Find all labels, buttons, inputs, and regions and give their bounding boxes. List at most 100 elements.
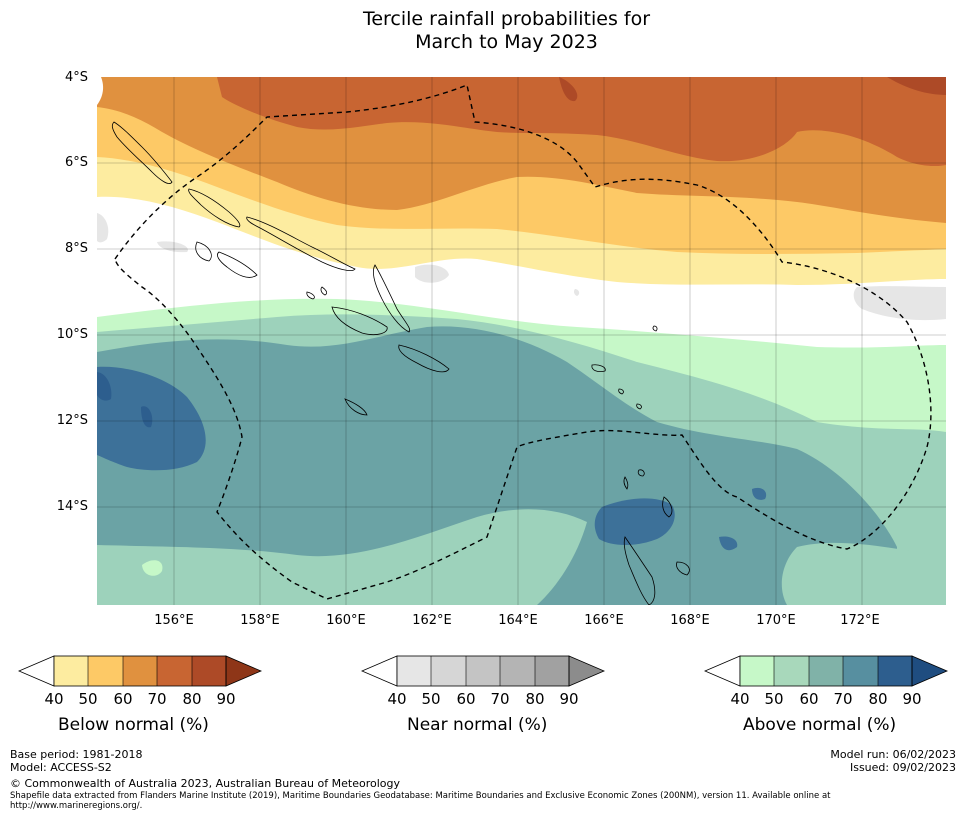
island-torres <box>623 476 629 490</box>
lon-label-166e: 166°E <box>584 613 624 628</box>
colorbar-below-60 <box>123 656 157 686</box>
legend-near-normal: 40 50 60 70 80 90 Near normal (%) <box>361 655 611 745</box>
island-choiseul <box>188 188 241 228</box>
island-vanuatu-north-1 <box>623 536 656 605</box>
colorbar-near <box>361 655 606 687</box>
colorbar-near-60 <box>466 656 500 686</box>
above-80-spot-west <box>97 372 112 401</box>
below-40-white-gap <box>97 77 104 105</box>
legend-below-tick-70: 70 <box>147 690 167 708</box>
above-50-south-east <box>781 542 946 605</box>
map-svg <box>97 77 946 605</box>
lon-label-172e: 172°E <box>840 613 880 628</box>
island-vanuatu-north-2 <box>662 496 673 518</box>
above-60-region <box>97 326 897 605</box>
lat-label-12s: 12°S <box>56 413 88 428</box>
island-santa-isabel <box>246 216 356 271</box>
colorbar-below <box>18 655 263 687</box>
footer-copyright: © Commonwealth of Australia 2023, Austra… <box>10 777 400 790</box>
below-80-region-2 <box>887 77 946 95</box>
colorbar-below-under <box>18 655 55 687</box>
legend-above-tick-60: 60 <box>799 690 819 708</box>
legend-near-tick-80: 80 <box>525 690 545 708</box>
legend-below-tick-80: 80 <box>182 690 202 708</box>
island-rennell <box>344 398 368 416</box>
coastlines <box>111 121 690 605</box>
colorbar-above-80 <box>878 656 912 686</box>
below-80-region <box>559 77 578 102</box>
island-vanuatu-east <box>676 561 690 576</box>
near-40-region-west-2 <box>157 241 188 253</box>
footer-base-period: Base period: 1981-2018 <box>10 748 143 761</box>
colorbar-above-50 <box>774 656 809 686</box>
near-40-region-center <box>415 264 449 283</box>
footer-issued: Issued: 09/02/2023 <box>849 761 956 774</box>
legend-near-tick-90: 90 <box>559 690 579 708</box>
lat-label-10s: 10°S <box>56 327 88 342</box>
legend-above-title: Above normal (%) <box>743 715 897 735</box>
below-70-region <box>217 77 946 167</box>
colorbar-below-40 <box>54 656 88 686</box>
lon-label-156e: 156°E <box>154 613 194 628</box>
island-bougainville <box>111 121 173 184</box>
graticule <box>97 77 946 605</box>
legend-below-title: Below normal (%) <box>58 715 209 735</box>
colorbar-near-40 <box>397 656 431 686</box>
probability-map <box>97 77 946 605</box>
lon-label-164e: 164°E <box>498 613 538 628</box>
legend-above-tick-90: 90 <box>902 690 922 708</box>
legend-below-normal: 40 50 60 70 80 90 Below normal (%) <box>18 655 268 745</box>
colorbar-below-80 <box>192 656 226 686</box>
eez-boundary <box>114 84 932 600</box>
lat-label-6s: 6°S <box>64 155 88 170</box>
legend-near-tick-60: 60 <box>456 690 476 708</box>
title-line-2: March to May 2023 <box>415 31 598 53</box>
legend-above-tick-40: 40 <box>730 690 750 708</box>
lat-label-14s: 14°S <box>56 499 88 514</box>
legend-near-title: Near normal (%) <box>407 715 548 735</box>
colorbar-above-70 <box>843 656 878 686</box>
legend-near-tick-40: 40 <box>387 690 407 708</box>
lon-label-160e: 160°E <box>326 613 366 628</box>
island-santa-cruz <box>591 364 606 373</box>
colorbar-below-50 <box>88 656 123 686</box>
lon-label-162e: 162°E <box>412 613 452 628</box>
colorbar-near-80 <box>535 656 569 686</box>
colorbar-near-over <box>568 655 606 687</box>
island-banks <box>637 469 645 477</box>
legend-above-normal: 40 50 60 70 80 90 Above normal (%) <box>704 655 954 745</box>
above-60-lower-mask <box>97 509 587 605</box>
colorbar-above-over <box>911 655 949 687</box>
legend-above-tick-70: 70 <box>833 690 853 708</box>
legend-below-tick-60: 60 <box>113 690 133 708</box>
above-70-region-east <box>594 498 675 545</box>
colorbar-above-60 <box>809 656 843 686</box>
title-line-1: Tercile rainfall probabilities for <box>362 8 651 30</box>
island-small-5 <box>652 325 658 332</box>
lon-label-170e: 170°E <box>756 613 796 628</box>
near-40-region-west <box>97 213 109 243</box>
legend-above-tick-50: 50 <box>764 690 784 708</box>
legend-above-tick-80: 80 <box>868 690 888 708</box>
island-small-3 <box>618 388 624 395</box>
island-makira <box>398 344 450 373</box>
chart-title: Tercile rainfall probabilities for March… <box>0 8 965 54</box>
colorbar-near-under <box>361 655 398 687</box>
lat-label-4s: 4°S <box>64 70 88 85</box>
island-small-4 <box>636 403 642 410</box>
island-small-1 <box>306 291 315 300</box>
colorbar-above <box>704 655 949 687</box>
island-new-georgia <box>195 241 212 262</box>
above-40-south-spot <box>142 560 163 576</box>
colorbar-near-50 <box>431 656 466 686</box>
island-malaita <box>373 264 411 333</box>
colorbar-above-under <box>704 655 741 687</box>
colorbar-below-over <box>225 655 263 687</box>
footer-model-run: Model run: 06/02/2023 <box>830 748 956 761</box>
lon-label-168e: 168°E <box>670 613 710 628</box>
above-70-spot-east-2 <box>752 487 767 500</box>
near-40-region-east <box>853 286 946 321</box>
colorbar-below-70 <box>157 656 192 686</box>
near-40-spot <box>573 289 580 296</box>
footer-shapefile-note: Shapefile data extracted from Flanders M… <box>10 791 831 811</box>
